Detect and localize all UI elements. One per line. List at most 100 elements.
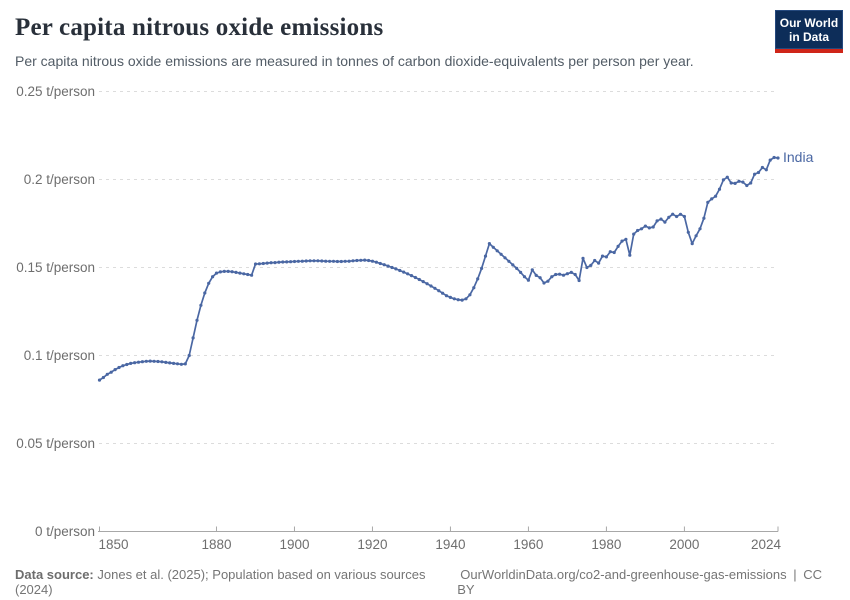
data-point[interactable] [168, 361, 172, 365]
data-point[interactable] [468, 293, 472, 297]
data-point[interactable] [694, 234, 698, 238]
data-point[interactable] [577, 278, 581, 283]
data-point[interactable] [511, 263, 515, 267]
data-point[interactable] [534, 273, 538, 277]
data-point[interactable] [472, 286, 476, 290]
data-point[interactable] [136, 360, 141, 364]
data-point[interactable] [651, 225, 655, 229]
data-point[interactable] [519, 270, 523, 274]
data-point[interactable] [195, 318, 199, 322]
data-point[interactable] [367, 258, 371, 263]
data-point[interactable] [628, 253, 632, 257]
data-point[interactable] [538, 276, 542, 280]
data-point[interactable] [218, 270, 222, 274]
data-point[interactable] [324, 259, 328, 263]
data-point[interactable] [281, 260, 285, 264]
data-point[interactable] [480, 266, 484, 270]
data-point[interactable] [671, 212, 675, 216]
data-point[interactable] [655, 219, 659, 223]
data-point[interactable] [331, 259, 336, 263]
data-point[interactable] [659, 217, 663, 221]
data-point[interactable] [581, 256, 585, 260]
data-point[interactable] [550, 275, 554, 279]
data-point[interactable] [636, 228, 640, 233]
data-point[interactable] [612, 250, 616, 255]
data-point[interactable] [304, 259, 308, 263]
data-point[interactable] [589, 263, 593, 267]
data-point[interactable] [300, 259, 304, 263]
data-point[interactable] [437, 289, 441, 293]
data-point[interactable] [441, 291, 445, 295]
data-point[interactable] [600, 254, 605, 258]
data-point[interactable] [491, 245, 495, 249]
data-point[interactable] [768, 158, 772, 162]
data-point[interactable] [495, 249, 499, 253]
owid-logo[interactable]: Our World in Data [775, 10, 843, 53]
data-point[interactable] [109, 370, 113, 374]
data-point[interactable] [522, 275, 527, 279]
data-point[interactable] [191, 336, 195, 340]
data-point[interactable] [499, 252, 503, 256]
data-point[interactable] [639, 227, 644, 231]
data-point[interactable] [597, 261, 601, 265]
data-point[interactable] [573, 272, 577, 277]
data-point[interactable] [101, 375, 105, 380]
data-point[interactable] [678, 212, 683, 216]
data-point[interactable] [152, 359, 156, 363]
data-point[interactable] [737, 179, 741, 183]
data-point[interactable] [764, 168, 768, 172]
data-point[interactable] [160, 360, 164, 364]
data-point[interactable] [561, 273, 566, 277]
data-point[interactable] [246, 272, 250, 277]
data-point[interactable] [312, 259, 316, 263]
data-point[interactable] [226, 269, 230, 273]
data-point[interactable] [749, 181, 753, 185]
data-point[interactable] [378, 261, 382, 266]
data-point[interactable] [507, 259, 511, 263]
data-point[interactable] [647, 226, 651, 230]
data-point[interactable] [714, 194, 718, 198]
data-point[interactable] [604, 255, 609, 259]
data-point[interactable] [121, 364, 125, 368]
data-point[interactable] [265, 261, 269, 265]
data-point[interactable] [183, 362, 187, 366]
data-point[interactable] [745, 183, 749, 188]
data-point[interactable] [285, 260, 289, 264]
data-point[interactable] [643, 224, 648, 228]
data-point[interactable] [203, 291, 207, 295]
data-point[interactable] [328, 259, 332, 263]
data-point[interactable] [772, 155, 776, 160]
data-point[interactable] [175, 362, 180, 366]
data-point[interactable] [382, 263, 386, 267]
data-point[interactable] [374, 260, 378, 264]
data-point[interactable] [663, 220, 667, 224]
data-point[interactable] [554, 272, 558, 277]
data-point[interactable] [144, 359, 148, 363]
data-point[interactable] [593, 258, 597, 263]
data-point[interactable] [261, 261, 265, 266]
data-point[interactable] [526, 278, 531, 282]
data-point[interactable] [370, 259, 375, 263]
owid-url-link[interactable]: OurWorldinData.org/co2-and-greenhouse-ga… [460, 567, 787, 582]
data-point[interactable] [429, 284, 433, 288]
data-point[interactable] [211, 275, 215, 279]
data-point[interactable] [386, 264, 390, 268]
data-point[interactable] [129, 361, 133, 365]
data-point[interactable] [706, 200, 710, 204]
data-point[interactable] [756, 170, 761, 175]
data-point[interactable] [682, 214, 687, 219]
data-point[interactable] [390, 265, 394, 270]
data-point[interactable] [97, 378, 102, 382]
india-series-line[interactable] [99, 156, 779, 381]
data-point[interactable] [347, 259, 351, 263]
data-point[interactable] [172, 361, 176, 365]
data-point[interactable] [444, 294, 449, 298]
data-point[interactable] [230, 270, 234, 274]
data-point[interactable] [448, 295, 452, 299]
data-point[interactable] [675, 214, 679, 219]
data-point[interactable] [686, 230, 690, 234]
data-point[interactable] [753, 172, 757, 176]
data-point[interactable] [702, 216, 706, 220]
data-point[interactable] [452, 297, 456, 301]
